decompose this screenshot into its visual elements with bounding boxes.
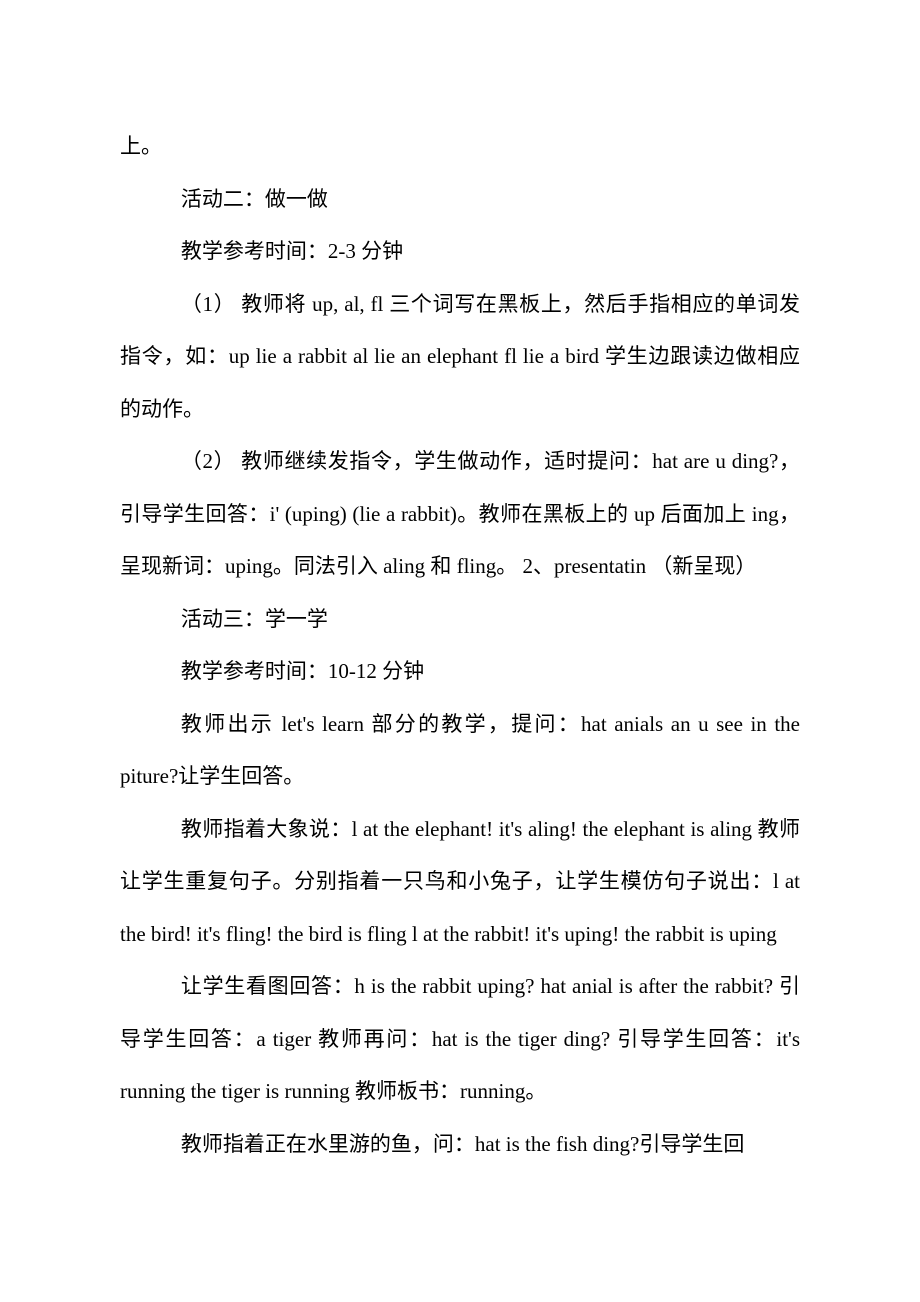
paragraph: 教学参考时间：10-12 分钟 — [120, 645, 800, 698]
paragraph: （2） 教师继续发指令，学生做动作，适时提问：hat are u ding?，引… — [120, 435, 800, 593]
paragraph: （1） 教师将 up, al, fl 三个词写在黑板上，然后手指相应的单词发指令… — [120, 278, 800, 436]
document-page: 上。 活动二：做一做 教学参考时间：2-3 分钟 （1） 教师将 up, al,… — [0, 0, 920, 1270]
paragraph: 教师指着大象说：l at the elephant! it's aling! t… — [120, 803, 800, 961]
paragraph: 教师出示 let's learn 部分的教学，提问：hat anials an … — [120, 698, 800, 803]
paragraph: 活动三：学一学 — [120, 593, 800, 646]
paragraph: 上。 — [120, 120, 800, 173]
paragraph: 让学生看图回答：h is the rabbit uping? hat anial… — [120, 960, 800, 1118]
paragraph: 教师指着正在水里游的鱼，问：hat is the fish ding?引导学生回 — [120, 1118, 800, 1171]
paragraph: 教学参考时间：2-3 分钟 — [120, 225, 800, 278]
paragraph: 活动二：做一做 — [120, 173, 800, 226]
